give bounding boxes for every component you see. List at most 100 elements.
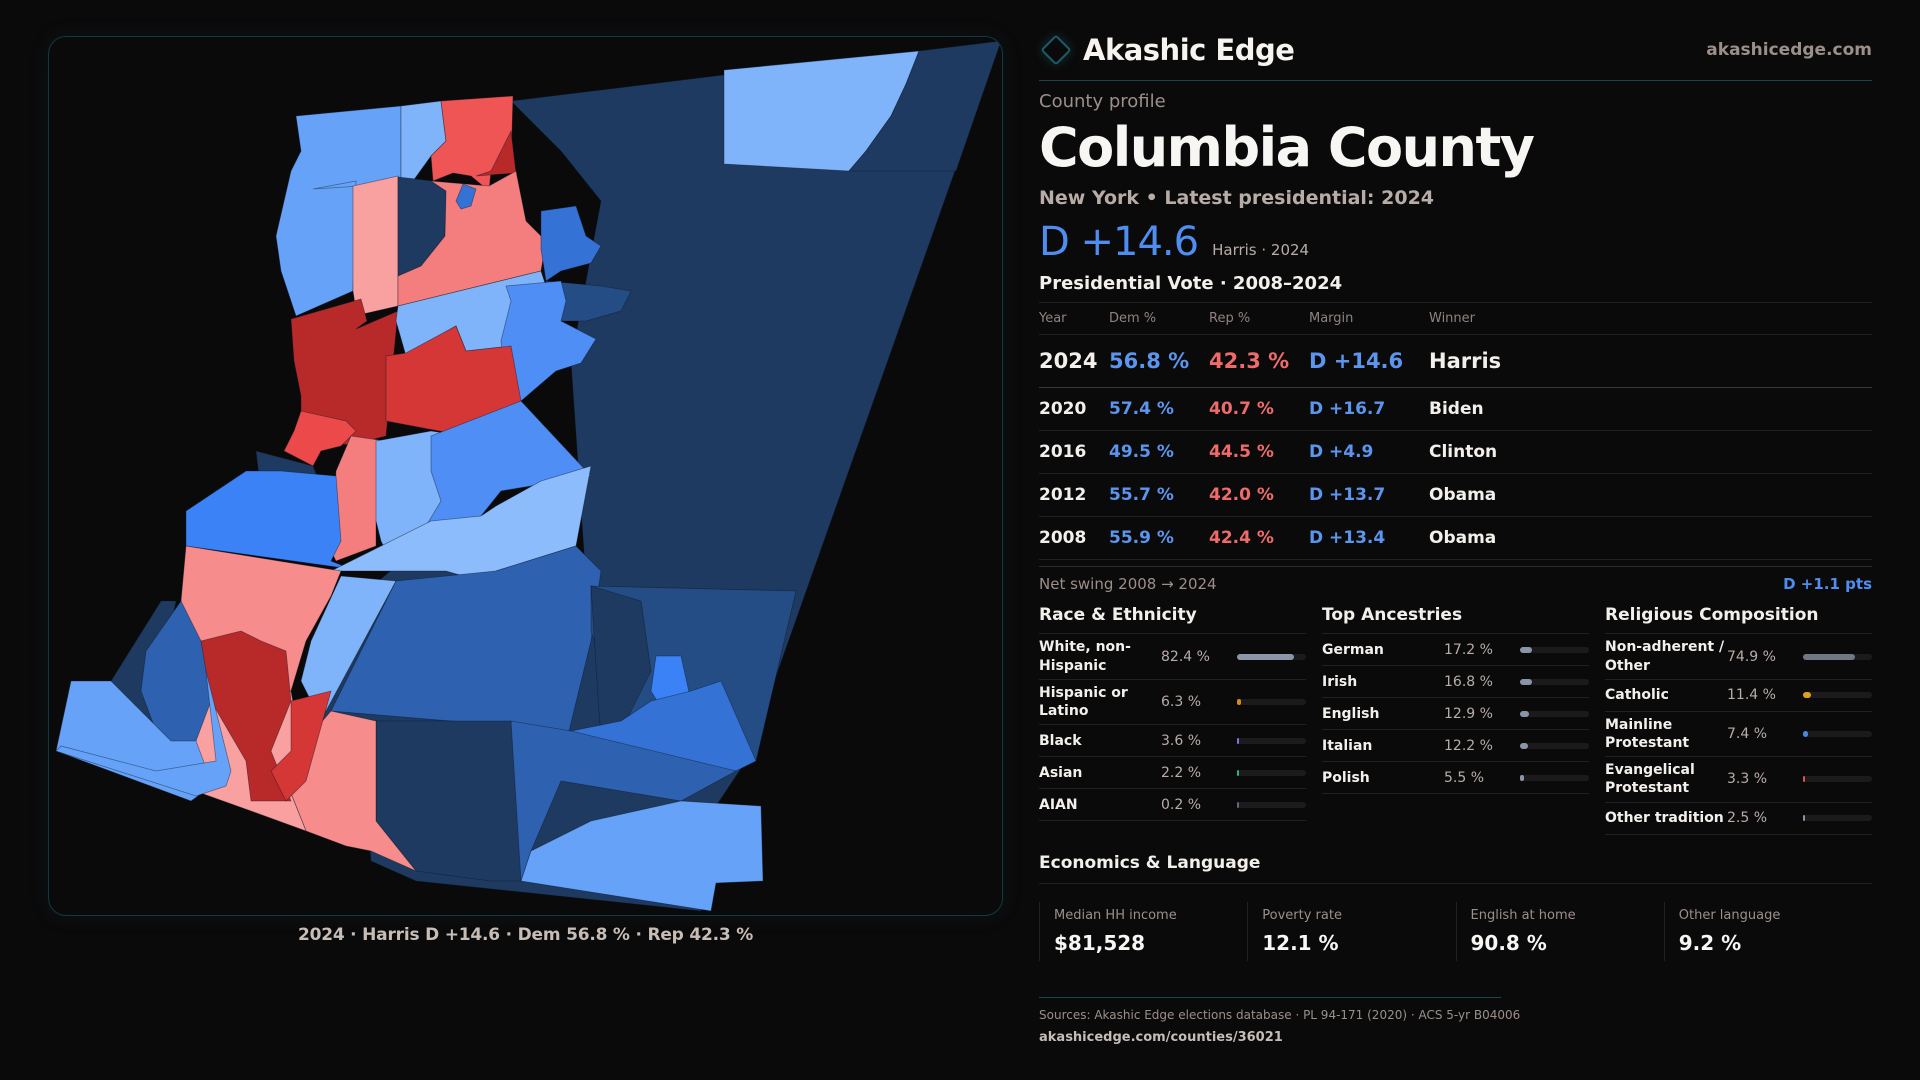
item-bar-fill <box>1803 776 1806 783</box>
cell-dem: 56.8 % <box>1109 334 1209 389</box>
precinct-42[interactable] <box>55 670 232 797</box>
item-percent: 16.8 % <box>1444 673 1493 690</box>
list-item: Non-adherent / Other 74.9 % <box>1605 634 1872 680</box>
item-label: Other tradition <box>1605 809 1724 826</box>
county-url[interactable]: akashicedge.com/counties/36021 <box>1039 1029 1283 1045</box>
item-bar-fill <box>1520 710 1529 717</box>
headline-margin: D +14.6 Harris · 2024 <box>1039 219 1872 265</box>
brand-name: Akashic Edge <box>1083 33 1295 67</box>
page-title: Columbia County <box>1039 116 1535 179</box>
item-bar-track <box>1803 730 1872 737</box>
map-caption: 2024 · Harris D +14.6 · Dem 56.8 % · Rep… <box>297 925 754 945</box>
item-percent: 17.2 % <box>1444 641 1493 658</box>
list-item: Black 3.6 % <box>1039 725 1306 758</box>
cell-dem: 55.9 % <box>1109 516 1209 561</box>
col-margin: Margin <box>1309 302 1429 336</box>
precinct-16[interactable] <box>500 280 597 402</box>
item-label: Irish <box>1322 673 1358 690</box>
item-bar-track <box>1237 698 1306 705</box>
ancestry-title: Top Ancestries <box>1322 605 1589 635</box>
item-bar-fill <box>1520 742 1529 749</box>
cell-margin: D +16.7 <box>1309 387 1429 432</box>
list-item: Hispanic or Latino 6.3 % <box>1039 680 1306 726</box>
item-percent: 11.4 % <box>1727 687 1776 704</box>
item-bar-track <box>1237 737 1306 744</box>
precinct-27[interactable] <box>330 545 602 732</box>
site-link[interactable]: akashicedge.com <box>1706 40 1872 60</box>
list-item: Other tradition 2.5 % <box>1605 803 1872 835</box>
item-bar-track <box>1520 710 1589 717</box>
item-label: Asian <box>1039 764 1083 781</box>
item-bar-track <box>1237 769 1306 776</box>
item-bar-fill <box>1803 815 1805 822</box>
precinct-38[interactable] <box>270 690 332 802</box>
page-subtitle: New York • Latest presidential: 2024 <box>1039 187 1435 210</box>
item-percent: 12.2 % <box>1444 737 1493 754</box>
item-bar-track <box>1803 815 1872 822</box>
item-label: German <box>1322 641 1384 658</box>
precinct-21[interactable] <box>185 470 352 570</box>
cell-rep: 42.0 % <box>1209 473 1309 518</box>
stat-label: English at home <box>1470 907 1576 923</box>
item-bar-fill <box>1520 646 1532 653</box>
item-percent: 0.2 % <box>1161 796 1202 813</box>
item-label: Italian <box>1322 737 1373 754</box>
item-percent: 7.4 % <box>1727 725 1768 742</box>
sources-note: Sources: Akashic Edge elections database… <box>1039 1007 1521 1022</box>
precinct-12[interactable] <box>540 205 602 282</box>
item-bar-track <box>1520 774 1589 781</box>
item-label: Evangelical Protestant <box>1605 762 1695 797</box>
stat-label: Median HH income <box>1054 907 1177 923</box>
table-header-row: Year Dem % Rep % Margin Winner <box>1039 302 1872 336</box>
cell-winner: Clinton <box>1429 430 1872 475</box>
stat-other-language: Other language 9.2 % <box>1663 901 1872 961</box>
net-swing-label: Net swing 2008 → 2024 <box>1039 575 1217 594</box>
race-title: Race & Ethnicity <box>1039 605 1306 635</box>
cell-rep: 44.5 % <box>1209 430 1309 475</box>
item-bar-fill <box>1237 653 1294 660</box>
precinct-6[interactable] <box>430 95 514 192</box>
religion-title: Religious Composition <box>1605 605 1872 635</box>
item-label: White, non-Hispanic <box>1039 639 1131 674</box>
net-swing-value: D +1.1 pts <box>1783 575 1872 594</box>
item-bar-track <box>1520 678 1589 685</box>
item-percent: 3.6 % <box>1161 732 1202 749</box>
item-label: Mainline Protestant <box>1605 716 1690 751</box>
brand[interactable]: Akashic Edge <box>1039 33 1295 67</box>
diamond-logo-icon <box>1040 34 1072 66</box>
cell-margin: D +4.9 <box>1309 430 1429 475</box>
list-item: White, non-Hispanic 82.4 % <box>1039 634 1306 680</box>
item-bar-fill <box>1237 769 1239 776</box>
cell-rep: 42.4 % <box>1209 516 1309 561</box>
cell-winner: Obama <box>1429 516 1872 561</box>
item-percent: 3.3 % <box>1727 771 1768 788</box>
item-percent: 5.5 % <box>1444 769 1485 786</box>
table-row: 2016 49.5 % 44.5 % D +4.9 Clinton <box>1039 430 1872 475</box>
list-item: Irish 16.8 % <box>1322 666 1589 699</box>
item-bar-fill <box>1520 774 1524 781</box>
item-bar-fill <box>1803 730 1809 737</box>
list-item: English 12.9 % <box>1322 698 1589 731</box>
votes-title: Presidential Vote · 2008–2024 <box>1039 273 1343 295</box>
precinct-map-panel[interactable] <box>48 36 1003 916</box>
brand-header: Akashic Edge akashicedge.com <box>1039 30 1872 70</box>
race-ethnicity-section: Race & Ethnicity White, non-Hispanic 82.4… <box>1039 605 1306 834</box>
precinct-2[interactable] <box>848 40 1002 172</box>
item-bar-fill <box>1803 653 1855 660</box>
table-row: 2012 55.7 % 42.0 % D +13.7 Obama <box>1039 473 1872 518</box>
item-bar-track <box>1237 653 1306 660</box>
item-bar-track <box>1237 801 1306 808</box>
profile-eyebrow: County profile <box>1039 91 1166 112</box>
list-item: Polish 5.5 % <box>1322 762 1589 795</box>
cell-winner: Biden <box>1429 387 1872 432</box>
list-item: Evangelical Protestant 3.3 % <box>1605 757 1872 803</box>
precinct-map[interactable] <box>48 36 1003 916</box>
precinct-18[interactable] <box>283 410 357 467</box>
precinct-11[interactable] <box>455 183 477 210</box>
col-rep: Rep % <box>1209 302 1309 336</box>
list-item: German 17.2 % <box>1322 634 1589 667</box>
stat-value: $81,528 <box>1054 930 1146 955</box>
net-swing-row: Net swing 2008 → 2024 D +1.1 pts <box>1039 566 1872 593</box>
precinct-8[interactable] <box>352 175 399 315</box>
precinct-33[interactable] <box>520 800 764 912</box>
